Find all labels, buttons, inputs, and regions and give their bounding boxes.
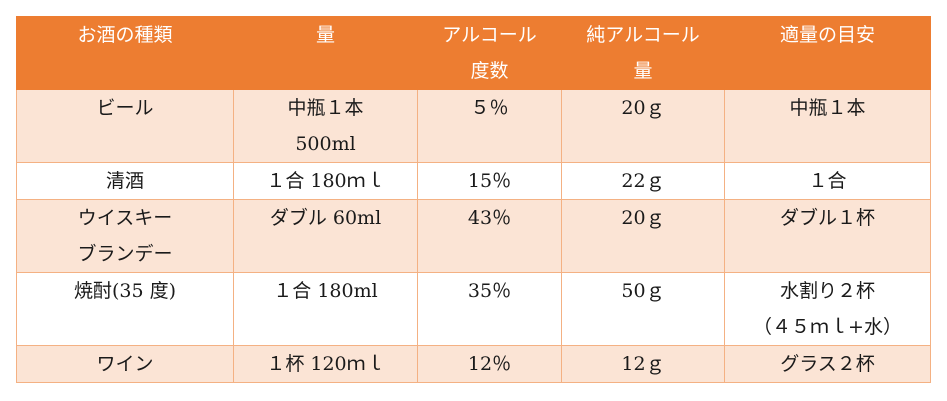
cell-type: ワイン <box>16 345 234 383</box>
header-type: お酒の種類 <box>16 16 234 90</box>
table-row: ワイン １杯 120ｍｌ 12％ 12ｇ グラス２杯 <box>16 345 931 383</box>
cell-guide: 水割り２杯 （４５ｍｌ+水） <box>724 272 931 346</box>
header-row: お酒の種類 量 アルコール 度数 純アルコール 量 適量の目安 <box>16 16 931 90</box>
cell-abv: 43％ <box>417 199 562 273</box>
cell-type: ビール <box>16 89 234 163</box>
cell-guide: 中瓶１本 <box>724 89 931 163</box>
header-amount: 量 <box>233 16 418 90</box>
cell-abv: 15％ <box>417 162 562 200</box>
table-row: ウイスキー ブランデー ダブル 60ml 43％ 20ｇ ダブル１杯 <box>16 199 931 273</box>
cell-amount: １合 180ml <box>233 272 418 346</box>
cell-pure-alcohol: 20ｇ <box>561 199 725 273</box>
table-row: ビール 中瓶１本 500ml ５％ 20ｇ 中瓶１本 <box>16 89 931 163</box>
header-guide: 適量の目安 <box>724 16 931 90</box>
cell-pure-alcohol: 12ｇ <box>561 345 725 383</box>
cell-pure-alcohol: 50ｇ <box>561 272 725 346</box>
table-header: お酒の種類 量 アルコール 度数 純アルコール 量 適量の目安 <box>16 16 931 90</box>
cell-type: ウイスキー ブランデー <box>16 199 234 273</box>
cell-type: 焼酎(35 度) <box>16 272 234 346</box>
table-row: 焼酎(35 度) １合 180ml 35％ 50ｇ 水割り２杯 （４５ｍｌ+水） <box>16 272 931 346</box>
header-pure-alcohol: 純アルコール 量 <box>561 16 725 90</box>
cell-amount: ダブル 60ml <box>233 199 418 273</box>
cell-abv: 12％ <box>417 345 562 383</box>
cell-pure-alcohol: 20ｇ <box>561 89 725 163</box>
cell-abv: ５％ <box>417 89 562 163</box>
cell-guide: ダブル１杯 <box>724 199 931 273</box>
cell-pure-alcohol: 22ｇ <box>561 162 725 200</box>
cell-abv: 35％ <box>417 272 562 346</box>
table-row: 清酒 １合 180ｍｌ 15％ 22ｇ １合 <box>16 162 931 200</box>
cell-amount: １合 180ｍｌ <box>233 162 418 200</box>
header-abv: アルコール 度数 <box>417 16 562 90</box>
alcohol-table: お酒の種類 量 アルコール 度数 純アルコール 量 適量の目安 ビール 中瓶１本 5… <box>16 16 931 383</box>
cell-guide: グラス２杯 <box>724 345 931 383</box>
cell-type: 清酒 <box>16 162 234 200</box>
cell-amount: １杯 120ｍｌ <box>233 345 418 383</box>
cell-guide: １合 <box>724 162 931 200</box>
table-body: ビール 中瓶１本 500ml ５％ 20ｇ 中瓶１本 清酒 １合 180ｍｌ 15％ 22ｇ １合ウ… <box>16 89 931 383</box>
cell-amount: 中瓶１本 500ml <box>233 89 418 163</box>
